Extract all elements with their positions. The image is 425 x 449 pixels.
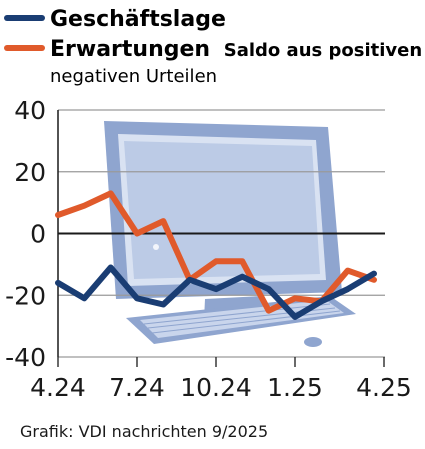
x-tick-label: 10.24 xyxy=(180,373,252,402)
svg-text:Erwartungen Saldo aus po: Erwartungen Saldo aus positiven und xyxy=(50,37,425,62)
x-tick-label: 1.25 xyxy=(267,373,323,402)
series-lines xyxy=(55,190,377,320)
legend: Geschäftslage Erwartungen Saldo aus posi… xyxy=(4,7,425,87)
x-tick-label: 4.24 xyxy=(30,373,86,402)
legend-label-erwartungen: Erwartungen xyxy=(50,37,210,62)
y-tick-label: 20 xyxy=(14,158,46,187)
y-tick-label: -20 xyxy=(5,281,46,310)
x-tick-label: 7.24 xyxy=(109,373,165,402)
legend-label-geschaeftslage: Geschäftslage xyxy=(50,7,226,32)
legend-subtitle: Saldo aus positiven und xyxy=(224,40,425,61)
x-axis-ticks: 4.24 7.24 10.24 1.25 4.25 xyxy=(30,357,412,402)
y-tick-label: -40 xyxy=(5,343,46,372)
y-tick-label: 40 xyxy=(14,96,46,125)
x-tick-label: 4.25 xyxy=(356,373,412,402)
y-tick-label: 0 xyxy=(30,220,46,249)
source-note: Grafik: VDI nachrichten 9/2025 xyxy=(20,422,268,441)
y-axis-ticks: 40 20 0 -20 -40 xyxy=(5,96,46,372)
legend-subtitle-line2: negativen Urteilen xyxy=(50,66,217,87)
